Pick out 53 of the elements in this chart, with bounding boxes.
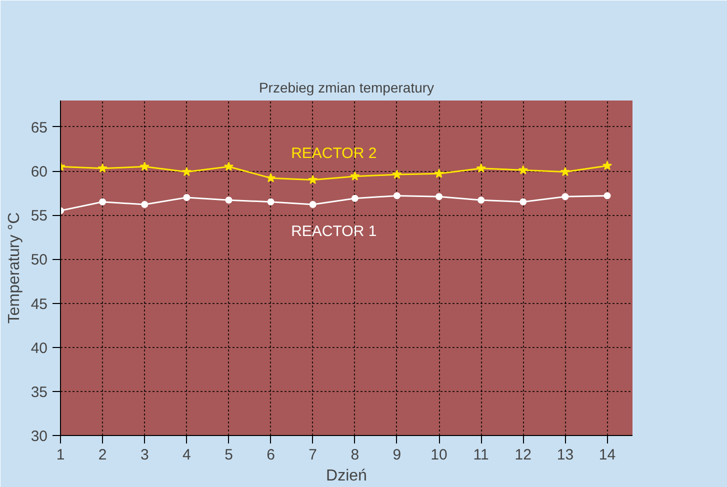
point (182, 166, 192, 176)
point (560, 166, 570, 176)
series-label: REACTOR 1 (291, 222, 377, 240)
point (520, 198, 527, 206)
point (308, 174, 318, 184)
x-tick-label: 12 (514, 446, 532, 464)
point (604, 192, 611, 200)
y-tick-label: 65 (30, 119, 48, 136)
y-tick-label: 40 (30, 340, 48, 357)
point (476, 163, 486, 173)
x-tick-label: 7 (308, 446, 318, 464)
x-tick-label: 11 (473, 446, 489, 464)
x-tick-label: 2 (98, 446, 107, 464)
x-tick-label: 1 (56, 446, 65, 464)
point (225, 196, 232, 204)
point (309, 201, 316, 208)
point (351, 194, 358, 202)
point (183, 194, 190, 201)
point (478, 196, 485, 204)
point (518, 165, 528, 174)
point (434, 168, 444, 178)
point (266, 173, 276, 182)
y-tick-label: 55 (30, 208, 48, 225)
series-label: REACTOR 2 (291, 145, 377, 162)
x-axis-title: Dzień (326, 468, 367, 484)
point (436, 193, 443, 200)
y-tick-label: 60 (30, 164, 48, 181)
y-tick-label: 45 (30, 296, 48, 313)
y-axis-title: Temperatury °C (6, 212, 23, 324)
x-tick-label: 4 (182, 446, 191, 464)
point (224, 162, 234, 171)
point (267, 198, 274, 206)
point (140, 162, 150, 171)
x-tick-label: 13 (556, 446, 574, 464)
point (392, 170, 402, 179)
x-tick-label: 5 (224, 446, 233, 464)
point (98, 163, 108, 173)
point (393, 192, 400, 200)
x-tick-label: 14 (598, 446, 616, 464)
point (141, 201, 148, 208)
point (562, 193, 569, 200)
x-tick-label: 6 (266, 446, 275, 464)
point (602, 160, 612, 170)
chart-title: Przebieg zmian temperatury (258, 80, 434, 96)
y-tick-label: 50 (30, 252, 48, 269)
y-tick-label: 30 (30, 428, 48, 445)
point (350, 171, 360, 180)
x-tick-label: 3 (140, 446, 149, 464)
x-tick-label: 10 (430, 446, 448, 464)
x-tick-label: 9 (392, 446, 402, 464)
point (99, 198, 106, 206)
x-tick-label: 8 (350, 446, 360, 464)
y-tick-label: 35 (30, 384, 48, 401)
